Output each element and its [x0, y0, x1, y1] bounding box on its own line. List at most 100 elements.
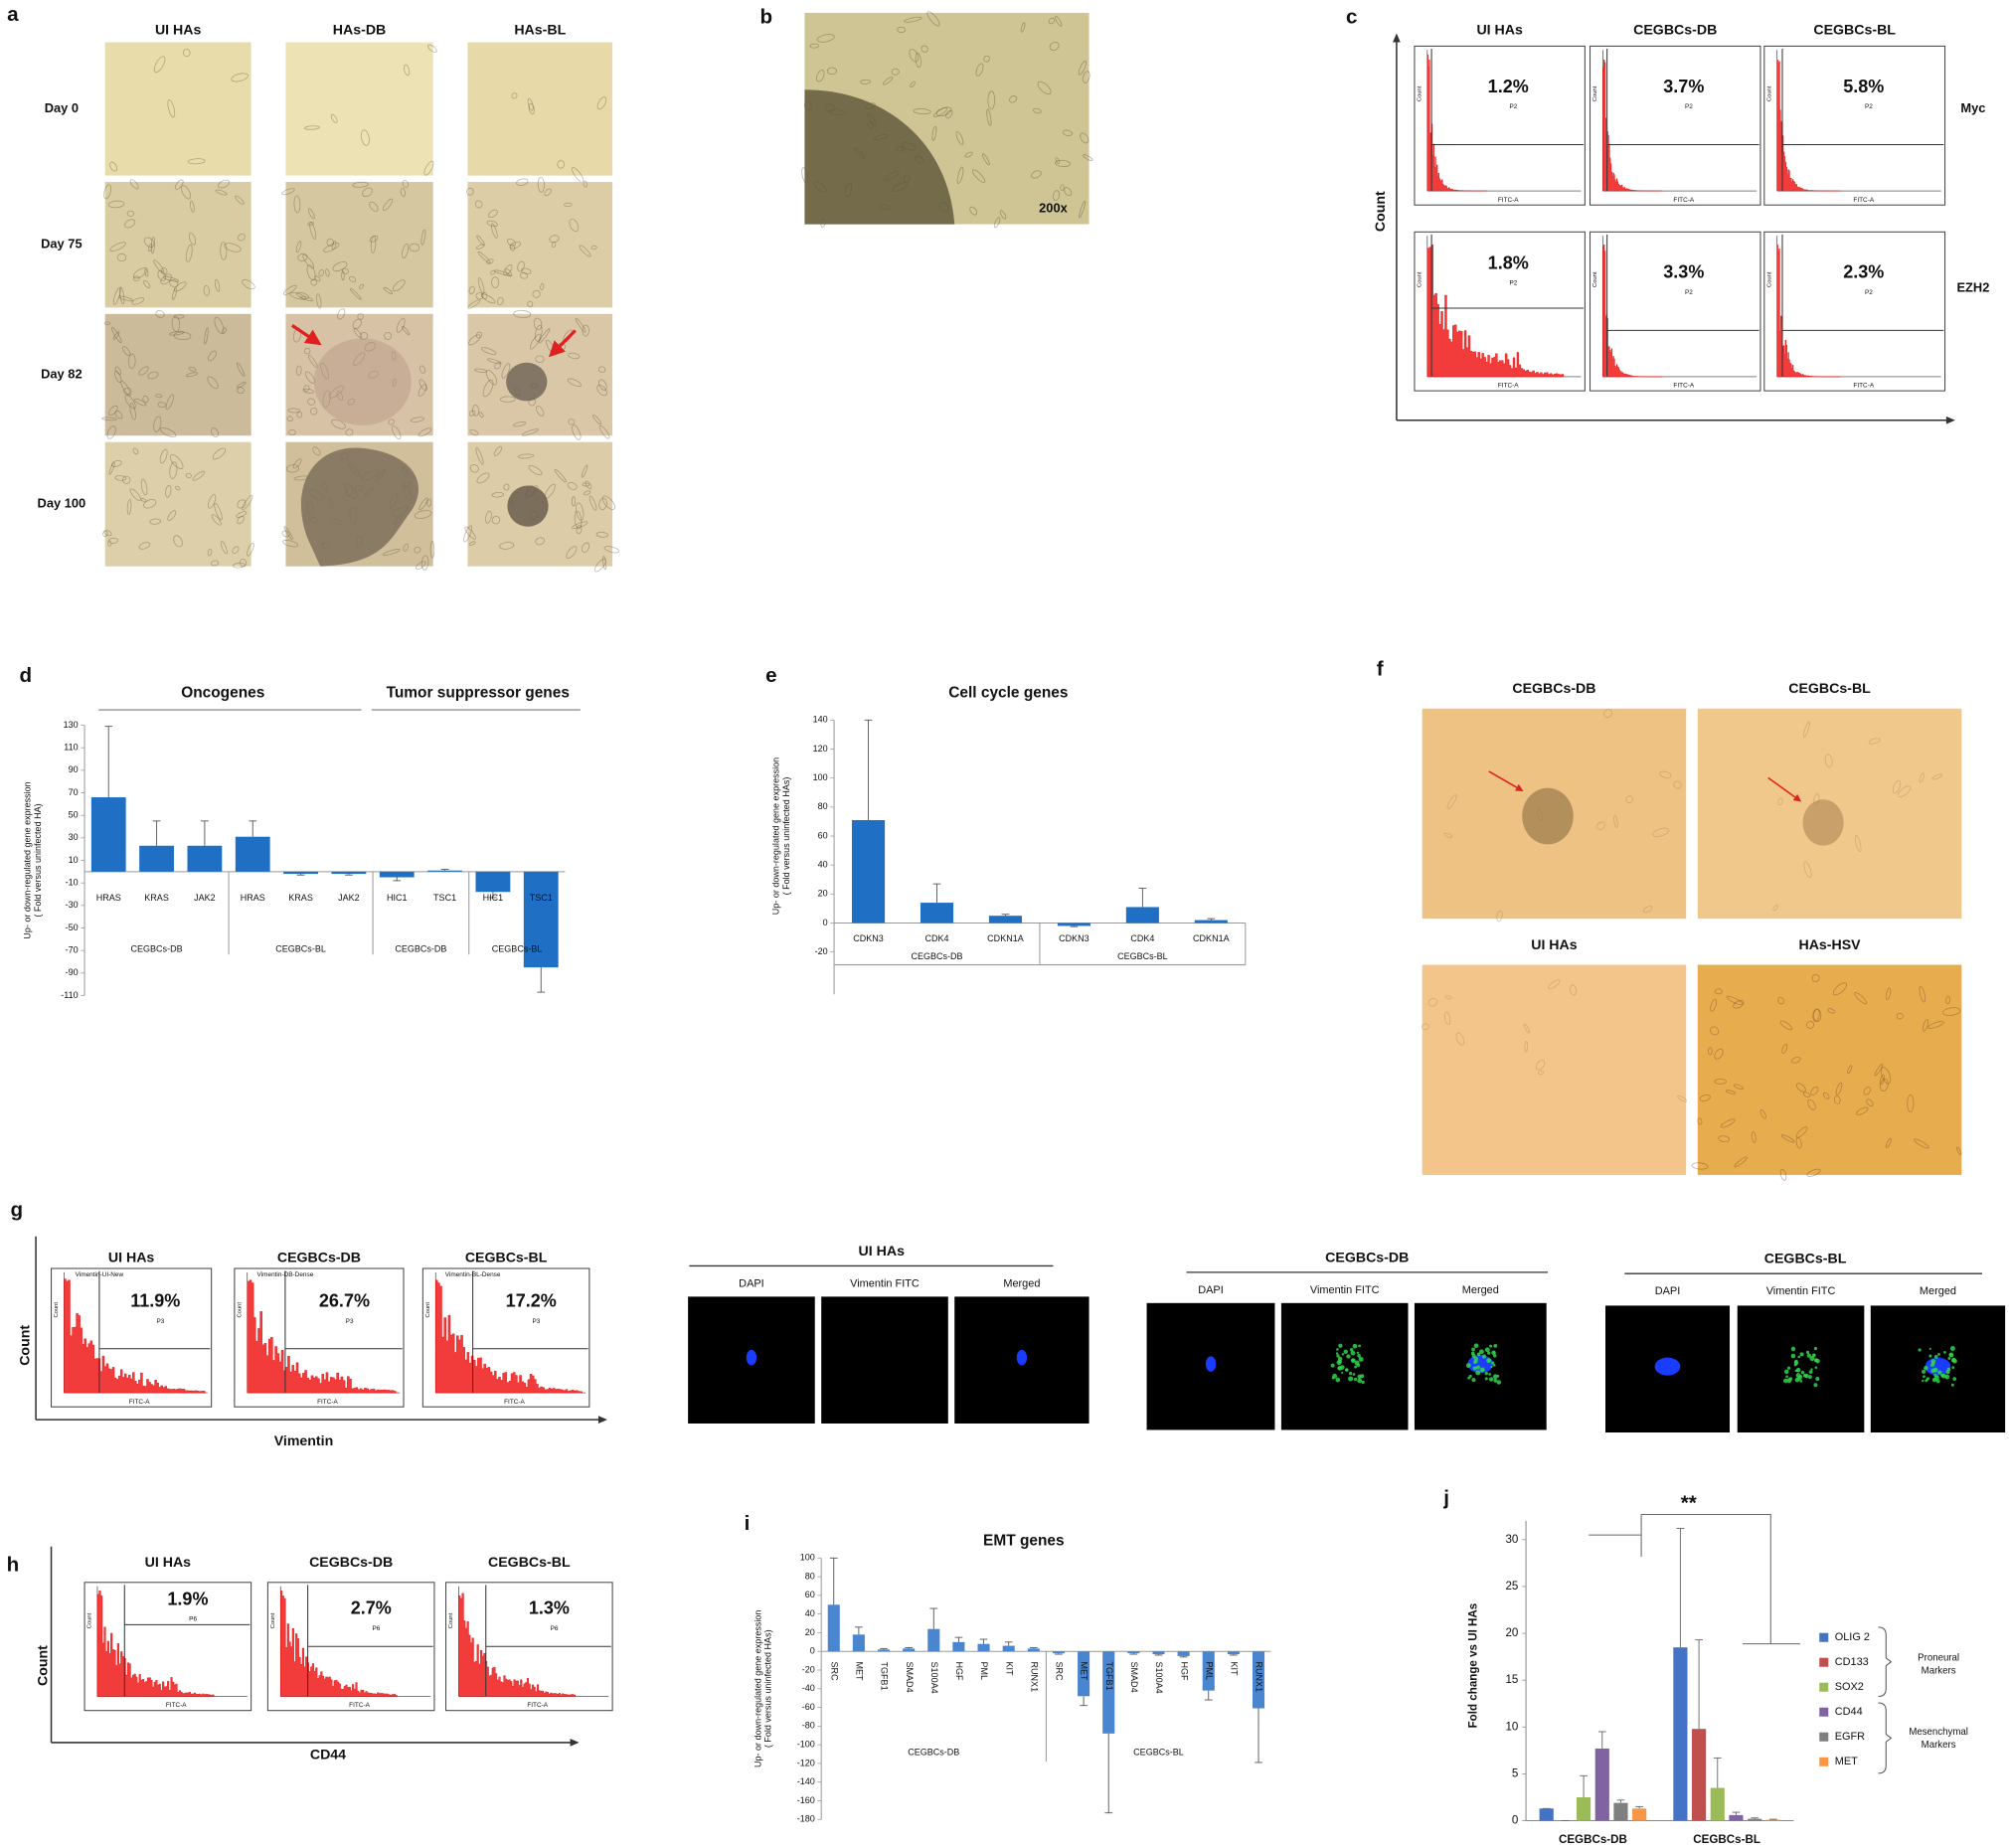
cell-texture — [931, 125, 937, 141]
cell-texture — [429, 541, 435, 559]
cell-texture — [1802, 721, 1810, 738]
bar — [927, 1628, 940, 1652]
hist-y-label: Count — [1418, 271, 1423, 287]
cell-texture — [568, 419, 576, 425]
cell-texture — [224, 243, 242, 252]
vimentin-signal — [1346, 1354, 1351, 1359]
legend-swatch — [1819, 1682, 1829, 1692]
cell-texture — [186, 372, 199, 378]
vimentin-signal — [1783, 1378, 1788, 1384]
cell-texture — [157, 269, 166, 281]
gate-percent: 1.9% — [167, 1589, 208, 1608]
bar — [1027, 1648, 1040, 1652]
cell-texture — [517, 260, 525, 272]
panel-letter: h — [7, 1554, 20, 1577]
cell-texture — [337, 308, 346, 320]
cell-texture — [175, 485, 181, 491]
bar — [1729, 1814, 1744, 1821]
y-tick-label: 0 — [810, 1646, 815, 1656]
cell-texture — [1538, 1070, 1545, 1075]
y-tick-label: 5 — [1512, 1766, 1518, 1779]
cell-texture — [596, 385, 607, 397]
cell-texture — [419, 365, 426, 374]
cell-texture — [816, 70, 825, 83]
y-tick-label: 60 — [818, 830, 828, 840]
cell-texture — [109, 242, 126, 252]
cell-texture — [420, 555, 429, 571]
cell-texture — [579, 245, 591, 257]
panel-letter: e — [765, 664, 776, 687]
cell-texture — [476, 235, 485, 246]
hist-y-label: Count — [1592, 271, 1598, 287]
cell-texture — [1931, 773, 1943, 780]
cell-texture — [564, 202, 573, 208]
channel-label: DAPI — [1198, 1284, 1224, 1296]
vimentin-signal — [1350, 1358, 1356, 1363]
group-label: CEGBCs-DB — [131, 943, 183, 953]
cell-texture — [1868, 738, 1881, 745]
cell-texture — [143, 499, 157, 509]
magnification: 200x — [1039, 201, 1068, 216]
cell-texture — [169, 461, 178, 479]
cell-texture — [1866, 1098, 1874, 1106]
colony — [313, 338, 412, 425]
category-label: KRAS — [144, 893, 169, 903]
vimentin-signal — [1932, 1369, 1936, 1373]
cell-texture — [235, 195, 245, 205]
y-axis-label: Up- or down-regulated gene expression — [753, 1610, 762, 1767]
panel-letter: j — [1442, 1486, 1449, 1509]
category-label: TSC1 — [530, 893, 553, 903]
category-label: JAK2 — [194, 893, 216, 903]
cell-texture — [153, 56, 166, 74]
cell-texture — [1945, 995, 1951, 1005]
category-label: TGFB1 — [1104, 1662, 1114, 1691]
vimentin-signal — [1357, 1354, 1361, 1358]
axis-label: Count — [18, 1325, 34, 1366]
cell-texture — [107, 540, 112, 547]
row-label: Day 75 — [41, 237, 83, 252]
axis-label: CD44 — [310, 1748, 346, 1764]
cell-texture — [913, 108, 931, 115]
cell-texture — [1009, 95, 1018, 103]
cell-texture — [1714, 1048, 1724, 1060]
cell-texture — [576, 502, 585, 521]
gate-name: P2 — [1685, 103, 1693, 110]
cell-texture — [112, 286, 121, 305]
cell-texture — [491, 491, 504, 498]
cell-texture — [486, 220, 498, 228]
cell-texture — [909, 49, 920, 63]
cell-texture — [598, 424, 610, 439]
bar — [977, 1643, 990, 1652]
vimentin-signal — [1805, 1350, 1810, 1354]
cell-texture — [352, 181, 369, 188]
y-tick-label: -120 — [797, 1758, 815, 1767]
vimentin-signal — [1949, 1345, 1955, 1351]
cell-texture — [999, 210, 1007, 220]
cell-texture — [1854, 992, 1868, 1005]
column-header: UI HAs — [1476, 23, 1523, 39]
cell-texture — [287, 408, 301, 414]
cell-texture — [1443, 1011, 1451, 1025]
category-label: JAK2 — [338, 893, 360, 903]
cell-texture — [554, 468, 567, 483]
cell-texture — [107, 200, 125, 209]
cell-texture — [1780, 1134, 1795, 1143]
cell-texture — [816, 34, 835, 43]
cell-texture — [299, 295, 314, 301]
cell-texture — [326, 238, 334, 247]
cell-texture — [370, 235, 377, 253]
cell-texture — [1923, 1019, 1928, 1032]
cell-texture — [1879, 1078, 1889, 1092]
column-header: CEGBCs-BL — [1813, 23, 1896, 39]
cell-texture — [140, 478, 148, 496]
cell-texture — [503, 264, 513, 275]
cell-texture — [1856, 1106, 1869, 1115]
cell-texture — [169, 330, 185, 336]
bar — [1748, 1818, 1762, 1821]
micrograph — [1697, 964, 1962, 1175]
cell-texture — [1422, 1023, 1429, 1030]
image-title: UI HAs — [1531, 937, 1578, 953]
cell-texture — [1710, 998, 1718, 1012]
cell-texture — [975, 63, 984, 77]
cell-texture — [511, 92, 518, 99]
